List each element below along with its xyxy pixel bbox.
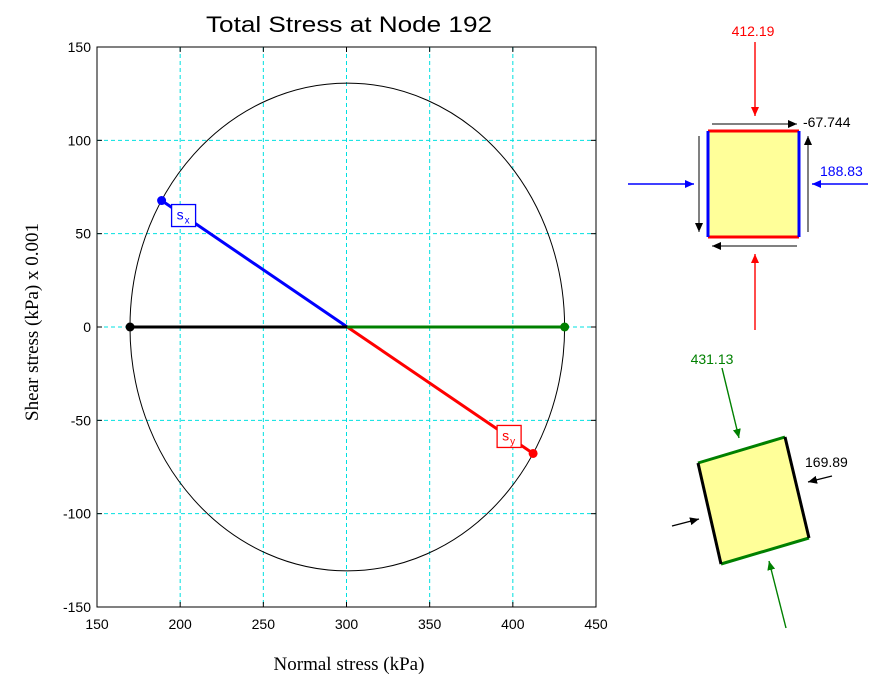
sx-value-label: 188.83 bbox=[820, 163, 863, 179]
point-label-text: s bbox=[502, 427, 509, 443]
point-label-box bbox=[496, 424, 522, 449]
x-tick-label: 450 bbox=[584, 616, 608, 632]
point-label-text: s bbox=[177, 207, 184, 223]
y-tick-label: -50 bbox=[71, 412, 91, 428]
point-label-sub: y bbox=[510, 436, 515, 447]
series-point-0 bbox=[157, 196, 167, 206]
s3-arrow-left bbox=[671, 517, 700, 527]
sy-value-label: 412.19 bbox=[732, 23, 775, 39]
y-axis-label: Shear stress (kPa) x 0.001 bbox=[22, 223, 43, 421]
x-tick-label: 150 bbox=[85, 616, 109, 632]
s1-arrow-top bbox=[721, 367, 741, 439]
y-tick-label: 0 bbox=[83, 319, 91, 335]
s3-value-label: 169.89 bbox=[805, 454, 848, 470]
y-tick-label: -100 bbox=[63, 506, 91, 522]
stress-element: 412.19 -67.744 188.83 bbox=[628, 23, 868, 330]
y-tick-label: 150 bbox=[68, 39, 92, 55]
point-label-box bbox=[170, 203, 197, 228]
s1-arrow-bottom bbox=[767, 560, 787, 629]
series-point-1 bbox=[528, 448, 538, 458]
series-point-2 bbox=[125, 322, 135, 332]
x-tick-label: 400 bbox=[501, 616, 525, 632]
principal-edge-bottom bbox=[720, 536, 810, 566]
point-label-layer: s xs y bbox=[170, 203, 522, 449]
principal-edge-top bbox=[697, 435, 786, 465]
chart-title: Total Stress at Node 192 bbox=[206, 12, 492, 37]
point-label-sub: x bbox=[185, 216, 190, 227]
x-tick-label: 350 bbox=[418, 616, 442, 632]
x-axis-label: Normal stress (kPa) bbox=[274, 654, 425, 675]
stress-element-square bbox=[708, 131, 799, 237]
x-tick-label: 200 bbox=[168, 616, 192, 632]
s1-value-label: 431.13 bbox=[691, 351, 734, 367]
x-tick-label: 300 bbox=[335, 616, 359, 632]
series-point-3 bbox=[560, 322, 570, 332]
axis-ticks: 150 200 250 300 350 400 450 -150 -100 -50 0 50 100 15… bbox=[63, 39, 608, 632]
x-tick-label: 250 bbox=[252, 616, 276, 632]
y-tick-label: -150 bbox=[63, 599, 91, 615]
principal-element: 431.13 169.89 bbox=[671, 351, 848, 629]
y-tick-label: 50 bbox=[75, 226, 91, 242]
txy-value-label: -67.744 bbox=[803, 114, 851, 130]
y-tick-label: 100 bbox=[68, 132, 92, 148]
principal-edge-left bbox=[696, 462, 723, 565]
s3-arrow-right bbox=[807, 475, 833, 484]
principal-edge-right bbox=[783, 436, 811, 539]
principal-element-square bbox=[698, 437, 809, 564]
